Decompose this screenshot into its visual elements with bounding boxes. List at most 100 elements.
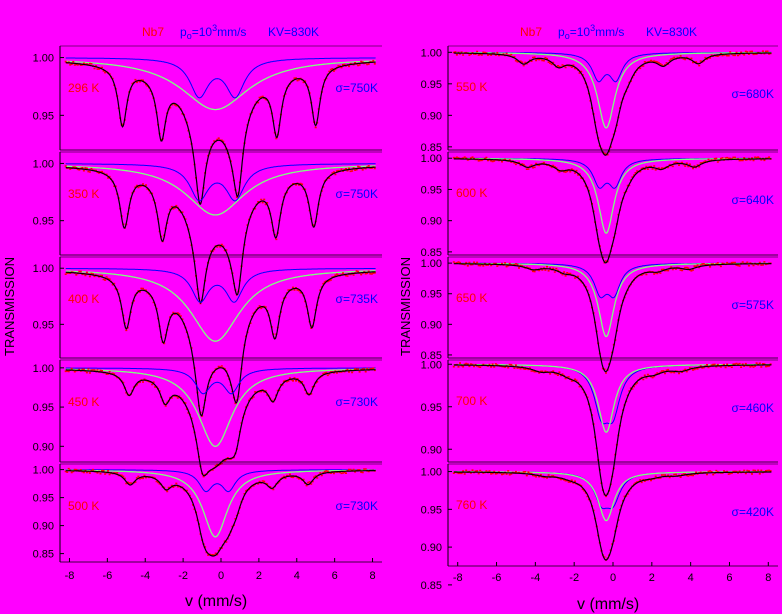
- y-tick-label: 0.95: [33, 402, 54, 414]
- temperature-label: 350 K: [68, 187, 99, 201]
- y-tick-label: 0.90: [33, 441, 54, 453]
- fit-component-doublet: [453, 157, 772, 189]
- y-tick-label: 0.90: [421, 110, 442, 122]
- temperature-label: 450 K: [68, 395, 99, 409]
- x-tick-label: 2: [649, 572, 655, 584]
- x-tick-label: 6: [332, 570, 338, 582]
- temperature-label: 550 K: [456, 80, 487, 94]
- fit-total-curve: [453, 158, 772, 264]
- fit-component-doublet: [65, 469, 376, 493]
- y-tick-label: 1.00: [421, 359, 442, 371]
- fit-component-doublet: [453, 364, 772, 425]
- panel-left-2: 1.00 0.95 350 K σ=750K: [33, 151, 382, 305]
- y-tick-label: 0.95: [421, 402, 442, 414]
- y-tick-label: 0.95: [421, 79, 442, 91]
- y-tick-label: 0.90: [33, 521, 54, 533]
- sigma-label: σ=730K: [336, 499, 378, 513]
- x-tick-label: 8: [765, 572, 771, 584]
- measured-data-points: [64, 59, 376, 204]
- x-tick-label: -2: [178, 570, 188, 582]
- y-tick-label: 1.00: [33, 363, 54, 375]
- x-tick-label: 6: [726, 572, 732, 584]
- y-tick-label: 0.95: [421, 184, 442, 196]
- x-tick-label: -2: [569, 572, 579, 584]
- measured-data-points: [64, 165, 376, 305]
- x-tick-label: -4: [530, 572, 540, 584]
- fit-component-doublet: [453, 262, 772, 299]
- right-title-p0: po=103mm/s: [558, 23, 624, 41]
- y-tick-label: 0.95: [33, 493, 54, 505]
- sigma-label: σ=680K: [732, 87, 774, 101]
- measured-data-points: [64, 270, 376, 417]
- y-tick-label: 0.95: [421, 504, 442, 516]
- y-tick-label: 0.85: [421, 580, 442, 592]
- temperature-label: 600 K: [456, 186, 487, 200]
- fit-component-broad: [65, 368, 376, 447]
- y-tick-label: 1.00: [33, 158, 54, 170]
- fit-component-broad: [65, 165, 376, 216]
- fit-total-curve: [453, 263, 772, 373]
- fit-component-doublet: [65, 163, 376, 202]
- left-title-sample: Nb7: [142, 25, 164, 39]
- x-tick-label: 0: [610, 572, 616, 584]
- y-tick-label: 0.85: [421, 142, 442, 154]
- sigma-label: σ=730K: [336, 395, 378, 409]
- y-tick-label: 0.95: [33, 216, 54, 228]
- y-tick-label: 1.00: [33, 263, 54, 275]
- x-tick-label: 8: [369, 570, 375, 582]
- sigma-label: σ=640K: [732, 193, 774, 207]
- panel-right-3: 1.00 0.95 0.90 0.85 650 K σ=575K: [421, 256, 778, 374]
- fit-component-doublet: [65, 57, 376, 99]
- y-tick-label: 0.85: [421, 350, 442, 362]
- x-tick-label: -8: [453, 572, 463, 584]
- y-tick-label: 1.00: [421, 153, 442, 165]
- fit-total-curve: [65, 61, 376, 205]
- y-tick-label: 1.00: [421, 258, 442, 270]
- left-title-kv: KV=830K: [268, 25, 319, 39]
- right-x-axis-label: v (mm/s): [577, 596, 639, 613]
- y-tick-label: 0.90: [421, 216, 442, 228]
- measured-data-points: [64, 467, 376, 556]
- fit-component-broad: [65, 270, 376, 342]
- panel-left-1: 1.00 0.95 296 K σ=750K: [33, 45, 382, 205]
- fit-total-curve: [453, 364, 772, 497]
- panel-right-2: 1.00 0.95 0.90 0.85 600 K σ=640K: [421, 151, 778, 264]
- x-tick-label: 0: [218, 570, 224, 582]
- sigma-label: σ=420K: [732, 505, 774, 519]
- x-tick-label: 4: [688, 572, 694, 584]
- fit-total-curve: [65, 469, 376, 557]
- measured-data-points: [64, 367, 376, 478]
- right-title-kv: KV=830K: [646, 25, 697, 39]
- sigma-label: σ=750K: [336, 187, 378, 201]
- fit-component-broad: [453, 471, 772, 522]
- y-tick-label: 0.85: [421, 247, 442, 259]
- sigma-label: σ=460K: [732, 401, 774, 415]
- x-axis-right: -8 -6 -4 -2 0 2 4 6 8: [453, 562, 771, 584]
- y-tick-label: 0.90: [421, 319, 442, 331]
- y-tick-label: 0.90: [421, 444, 442, 456]
- fit-total-curve: [453, 52, 772, 156]
- temperature-label: 500 K: [68, 499, 99, 513]
- fit-component-broad: [65, 60, 376, 111]
- fit-component-doublet: [65, 268, 376, 303]
- x-tick-label: -4: [140, 570, 150, 582]
- sigma-label: σ=575K: [732, 298, 774, 312]
- y-tick-label: 1.00: [33, 53, 54, 65]
- panel-right-1: 1.00 0.95 0.90 0.85 550 K σ=680K: [421, 45, 778, 156]
- fit-total-curve: [65, 271, 376, 417]
- panel-left-3: 1.00 0.95 400 K σ=735K: [33, 256, 382, 417]
- fit-total-curve: [65, 369, 376, 477]
- y-tick-label: 0.95: [33, 319, 54, 331]
- fit-component-broad: [453, 262, 772, 338]
- y-tick-label: 1.00: [33, 465, 54, 477]
- y-tick-label: 1.00: [421, 467, 442, 479]
- y-tick-label: 0.95: [33, 110, 54, 122]
- x-tick-label: 2: [256, 570, 262, 582]
- x-tick-label: -8: [65, 570, 75, 582]
- sigma-label: σ=735K: [336, 292, 378, 306]
- temperature-label: 296 K: [68, 81, 99, 95]
- sigma-label: σ=750K: [336, 81, 378, 95]
- x-tick-label: -6: [492, 572, 502, 584]
- panel-right-5: 1.00 0.95 0.90 0.85 760 K σ=420K: [421, 463, 778, 592]
